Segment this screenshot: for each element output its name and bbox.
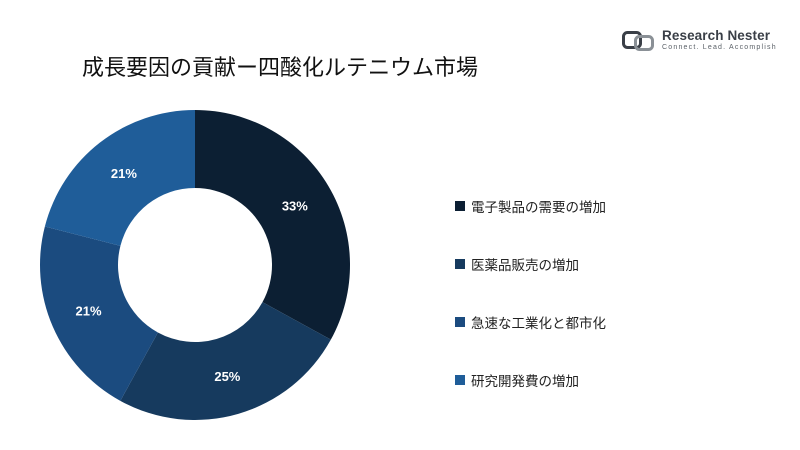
legend-label: 研究開発費の増加 xyxy=(471,374,579,390)
legend-item: 急速な工業化と都市化 xyxy=(455,312,606,332)
slice-value-label: 25% xyxy=(214,369,240,384)
donut-slice xyxy=(44,110,195,246)
legend-label: 医薬品販売の増加 xyxy=(471,258,579,274)
research-nester-logo-icon xyxy=(622,31,654,51)
slice-value-label: 21% xyxy=(111,166,137,181)
brand-logo: Research Nester Connect. Lead. Accomplis… xyxy=(622,28,776,56)
legend-item: 医薬品販売の増加 xyxy=(455,254,606,274)
legend-label: 急速な工業化と都市化 xyxy=(471,316,606,332)
brand-name: Research Nester xyxy=(662,28,771,43)
legend-label: 電子製品の需要の増加 xyxy=(471,200,606,216)
slice-value-label: 33% xyxy=(282,198,308,213)
legend-item: 電子製品の需要の増加 xyxy=(455,196,606,216)
chart-legend: 電子製品の需要の増加 医薬品販売の増加急速な工業化と都市化 研究開発費の増加 xyxy=(455,196,606,428)
chart-title: 成長要因の貢献ー四酸化ルテニウム市場 xyxy=(82,56,479,81)
legend-swatch xyxy=(455,375,465,385)
donut-slice xyxy=(39,226,158,401)
brand-tagline: Connect. Lead. Accomplish xyxy=(662,44,777,51)
donut-slice xyxy=(195,110,351,340)
donut-slice xyxy=(120,302,331,420)
legend-swatch xyxy=(455,259,465,269)
slice-value-label: 21% xyxy=(76,304,102,319)
legend-swatch xyxy=(455,317,465,327)
legend-item: 研究開発費の増加 xyxy=(455,370,606,390)
legend-swatch xyxy=(455,201,465,211)
